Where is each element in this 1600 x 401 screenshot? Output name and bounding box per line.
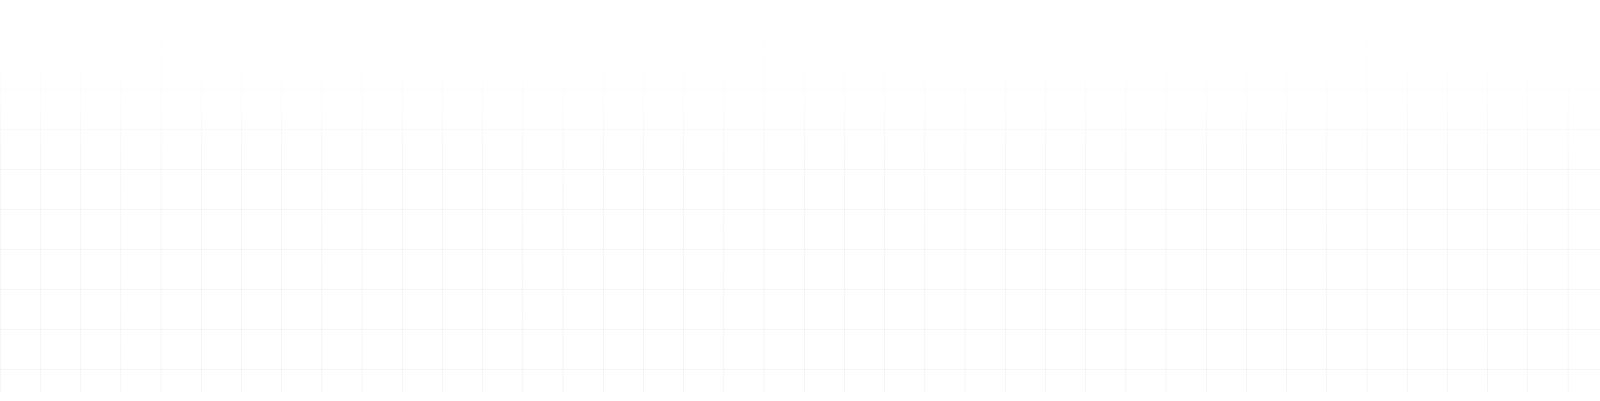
grid bbox=[0, 0, 1600, 392]
